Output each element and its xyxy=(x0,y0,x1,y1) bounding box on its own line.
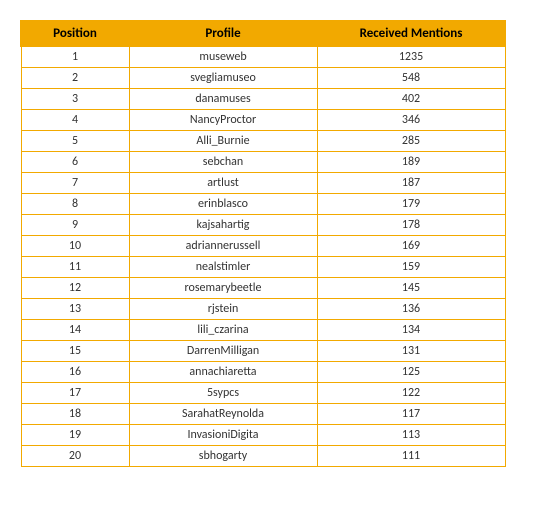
cell-position: 16 xyxy=(21,362,129,383)
cell-position: 14 xyxy=(21,320,129,341)
table-row: 10adriannerussell169 xyxy=(21,236,505,257)
cell-profile: lili_czarina xyxy=(129,320,317,341)
cell-position: 5 xyxy=(21,131,129,152)
table-row: 18SarahatReynolda117 xyxy=(21,404,505,425)
cell-profile: rjstein xyxy=(129,299,317,320)
cell-mentions: 113 xyxy=(317,425,505,446)
cell-profile: InvasioniDigita xyxy=(129,425,317,446)
cell-mentions: 134 xyxy=(317,320,505,341)
header-mentions: Received Mentions xyxy=(317,21,505,46)
cell-position: 1 xyxy=(21,46,129,68)
cell-position: 2 xyxy=(21,68,129,89)
cell-position: 17 xyxy=(21,383,129,404)
cell-profile: artlust xyxy=(129,173,317,194)
cell-mentions: 145 xyxy=(317,278,505,299)
cell-position: 8 xyxy=(21,194,129,215)
cell-profile: museweb xyxy=(129,46,317,68)
table-row: 6sebchan189 xyxy=(21,152,505,173)
cell-profile: sbhogarty xyxy=(129,446,317,467)
header-profile: Profile xyxy=(129,21,317,46)
cell-mentions: 285 xyxy=(317,131,505,152)
table-row: 19InvasioniDigita113 xyxy=(21,425,505,446)
cell-profile: annachiaretta xyxy=(129,362,317,383)
header-position: Position xyxy=(21,21,129,46)
cell-profile: kajsahartig xyxy=(129,215,317,236)
table-row: 13rjstein136 xyxy=(21,299,505,320)
cell-position: 3 xyxy=(21,89,129,110)
table-row: 2svegliamuseo548 xyxy=(21,68,505,89)
cell-mentions: 117 xyxy=(317,404,505,425)
cell-mentions: 346 xyxy=(317,110,505,131)
cell-mentions: 136 xyxy=(317,299,505,320)
cell-profile: SarahatReynolda xyxy=(129,404,317,425)
cell-profile: DarrenMilligan xyxy=(129,341,317,362)
cell-profile: 5sypcs xyxy=(129,383,317,404)
cell-position: 19 xyxy=(21,425,129,446)
table-row: 4NancyProctor346 xyxy=(21,110,505,131)
cell-position: 12 xyxy=(21,278,129,299)
cell-profile: danamuses xyxy=(129,89,317,110)
cell-profile: svegliamuseo xyxy=(129,68,317,89)
table-body: 1museweb12352svegliamuseo5483danamuses40… xyxy=(21,46,505,467)
cell-mentions: 111 xyxy=(317,446,505,467)
cell-profile: NancyProctor xyxy=(129,110,317,131)
table-row: 9kajsahartig178 xyxy=(21,215,505,236)
cell-mentions: 189 xyxy=(317,152,505,173)
table-row: 1museweb1235 xyxy=(21,46,505,68)
table-row: 5Alli_Burnie285 xyxy=(21,131,505,152)
table-row: 12rosemarybeetle145 xyxy=(21,278,505,299)
table-row: 11nealstimler159 xyxy=(21,257,505,278)
cell-position: 20 xyxy=(21,446,129,467)
cell-mentions: 169 xyxy=(317,236,505,257)
cell-profile: sebchan xyxy=(129,152,317,173)
cell-position: 4 xyxy=(21,110,129,131)
mentions-table-wrapper: Position Profile Received Mentions 1muse… xyxy=(20,20,506,467)
table-row: 15DarrenMilligan131 xyxy=(21,341,505,362)
cell-position: 11 xyxy=(21,257,129,278)
table-row: 8erinblasco179 xyxy=(21,194,505,215)
cell-position: 6 xyxy=(21,152,129,173)
cell-mentions: 187 xyxy=(317,173,505,194)
cell-profile: erinblasco xyxy=(129,194,317,215)
cell-position: 7 xyxy=(21,173,129,194)
table-row: 20sbhogarty111 xyxy=(21,446,505,467)
cell-mentions: 1235 xyxy=(317,46,505,68)
cell-mentions: 179 xyxy=(317,194,505,215)
table-row: 14lili_czarina134 xyxy=(21,320,505,341)
mentions-table: Position Profile Received Mentions 1muse… xyxy=(20,20,506,467)
table-row: 3danamuses402 xyxy=(21,89,505,110)
cell-mentions: 159 xyxy=(317,257,505,278)
cell-position: 18 xyxy=(21,404,129,425)
cell-position: 9 xyxy=(21,215,129,236)
cell-mentions: 131 xyxy=(317,341,505,362)
cell-mentions: 178 xyxy=(317,215,505,236)
cell-profile: Alli_Burnie xyxy=(129,131,317,152)
table-row: 7artlust187 xyxy=(21,173,505,194)
cell-position: 13 xyxy=(21,299,129,320)
cell-profile: rosemarybeetle xyxy=(129,278,317,299)
cell-mentions: 402 xyxy=(317,89,505,110)
cell-profile: adriannerussell xyxy=(129,236,317,257)
header-row: Position Profile Received Mentions xyxy=(21,21,505,46)
table-header: Position Profile Received Mentions xyxy=(21,21,505,46)
cell-mentions: 548 xyxy=(317,68,505,89)
cell-position: 15 xyxy=(21,341,129,362)
cell-mentions: 122 xyxy=(317,383,505,404)
table-row: 16annachiaretta125 xyxy=(21,362,505,383)
cell-profile: nealstimler xyxy=(129,257,317,278)
table-row: 175sypcs122 xyxy=(21,383,505,404)
cell-mentions: 125 xyxy=(317,362,505,383)
cell-position: 10 xyxy=(21,236,129,257)
